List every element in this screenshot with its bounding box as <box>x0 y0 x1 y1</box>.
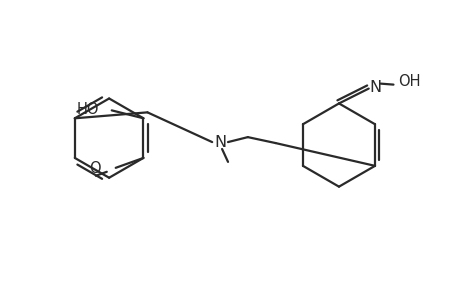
Text: N: N <box>213 135 226 150</box>
Text: N: N <box>369 80 381 95</box>
Text: O: O <box>89 161 101 176</box>
Text: HO: HO <box>76 102 99 117</box>
Text: OH: OH <box>397 74 420 89</box>
